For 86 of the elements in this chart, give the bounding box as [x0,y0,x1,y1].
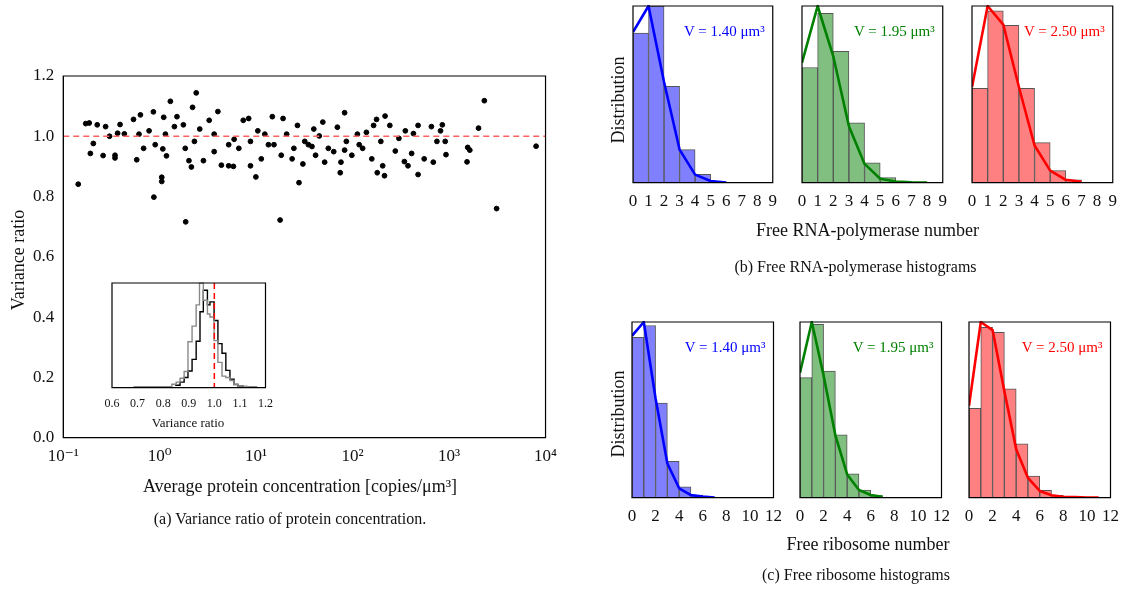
x-tick-label: 10² [341,446,364,466]
x-tick-label: 0 [964,506,974,526]
text: V = 1.40 μm³ [684,22,766,39]
y-tick-label: 1.0 [33,125,55,145]
x-tick-label: 4 [842,506,852,526]
x-tick-label: 7 [907,191,917,211]
x-tick-label: 0.7 [130,395,146,410]
x-tick-label: 9 [768,191,777,211]
text: (b) Free RNA-polymerase histograms [734,258,977,276]
y-axis-title: Distribution [607,56,629,144]
x-tick-label: 10⁰ [147,446,172,466]
text: V = 1.95 μm³ [854,22,936,39]
y-tick-label: 1.2 [33,65,55,85]
y-tick-label: 0.2 [33,366,55,386]
x-tick-label: 10⁻¹ [47,446,79,466]
x-tick-label: 4 [690,191,700,211]
x-tick-label: 4 [1030,191,1040,211]
x-tick-label: 4 [674,506,684,526]
x-tick-label: 10 [741,506,759,526]
x-tick-label: 8 [1059,506,1068,526]
x-tick-label: 6 [721,191,731,211]
x-tick-label: 0.8 [155,395,171,410]
text: (a) Variance ratio of protein concentration. [153,510,427,528]
x-tick-label: 1.2 [258,395,273,410]
x-tick-label: 6 [1061,191,1071,211]
x-tick-label: 2 [659,191,669,211]
text: V = 1.40 μm³ [684,338,766,355]
x-axis-title: Free RNA-polymerase number [756,220,979,241]
y-tick-label: 0.0 [33,427,55,447]
y-axis-title: Distribution [607,370,629,458]
x-tick-label: 8 [890,506,899,526]
text: (c) Free ribosome histograms [762,566,950,584]
x-tick-label: 7 [737,191,747,211]
x-tick-label: 2 [988,506,997,526]
y-tick-label: 0.6 [33,246,55,266]
x-tick-label: 10³ [438,446,461,466]
x-axis-title: Average protein concentration [copies/μm³] [142,476,458,497]
y-tick-label: 0.4 [33,306,55,326]
x-tick-label: 10¹ [245,446,268,466]
x-tick-label: 12 [933,506,950,526]
x-tick-label: 1 [983,191,992,211]
x-tick-label: 9 [1108,191,1117,211]
x-tick-label: 3 [1014,191,1024,211]
x-tick-label: 1.1 [232,395,248,410]
x-tick-label: 10 [909,506,927,526]
x-axis-title: Variance ratio [151,415,225,431]
x-tick-label: 3 [844,191,854,211]
x-tick-label: 0.6 [104,395,120,410]
x-tick-label: 12 [1102,506,1119,526]
x-tick-label: 0 [795,506,805,526]
x-tick-label: 8 [752,191,762,211]
x-tick-label: 0.9 [181,395,197,410]
x-tick-label: 0 [628,191,638,211]
x-tick-label: 9 [938,191,947,211]
x-tick-label: 2 [819,506,828,526]
text: V = 2.50 μm³ [1021,338,1103,355]
x-tick-label: 1 [813,191,822,211]
x-tick-label: 0 [797,191,807,211]
x-tick-label: 5 [875,191,885,211]
x-tick-label: 10⁴ [534,446,558,466]
x-tick-label: 5 [706,191,715,211]
x-tick-label: 4 [1011,506,1021,526]
x-tick-label: 4 [860,191,870,211]
x-tick-label: 0 [967,191,977,211]
x-tick-label: 2 [999,191,1008,211]
text: V = 2.50 μm³ [1024,22,1106,39]
x-tick-label: 6 [866,506,875,526]
x-tick-label: 2 [651,506,660,526]
x-tick-label: 6 [891,191,901,211]
text: V = 1.95 μm³ [852,338,934,355]
x-tick-label: 3 [675,191,684,211]
x-tick-label: 8 [922,191,932,211]
x-tick-label: 6 [1035,506,1044,526]
x-tick-label: 8 [1092,191,1102,211]
x-tick-label: 7 [1077,191,1087,211]
x-tick-label: 8 [722,506,731,526]
x-tick-label: 5 [1045,191,1055,211]
x-axis-title: Free ribosome number [786,534,950,555]
x-tick-label: 10 [1078,506,1096,526]
x-tick-label: 1 [644,191,653,211]
x-tick-label: 1.0 [206,395,222,410]
x-tick-label: 2 [829,191,838,211]
x-tick-label: 6 [698,506,707,526]
x-tick-label: 0 [627,506,637,526]
y-axis-title: Variance ratio [7,209,29,311]
x-tick-label: 12 [765,506,782,526]
